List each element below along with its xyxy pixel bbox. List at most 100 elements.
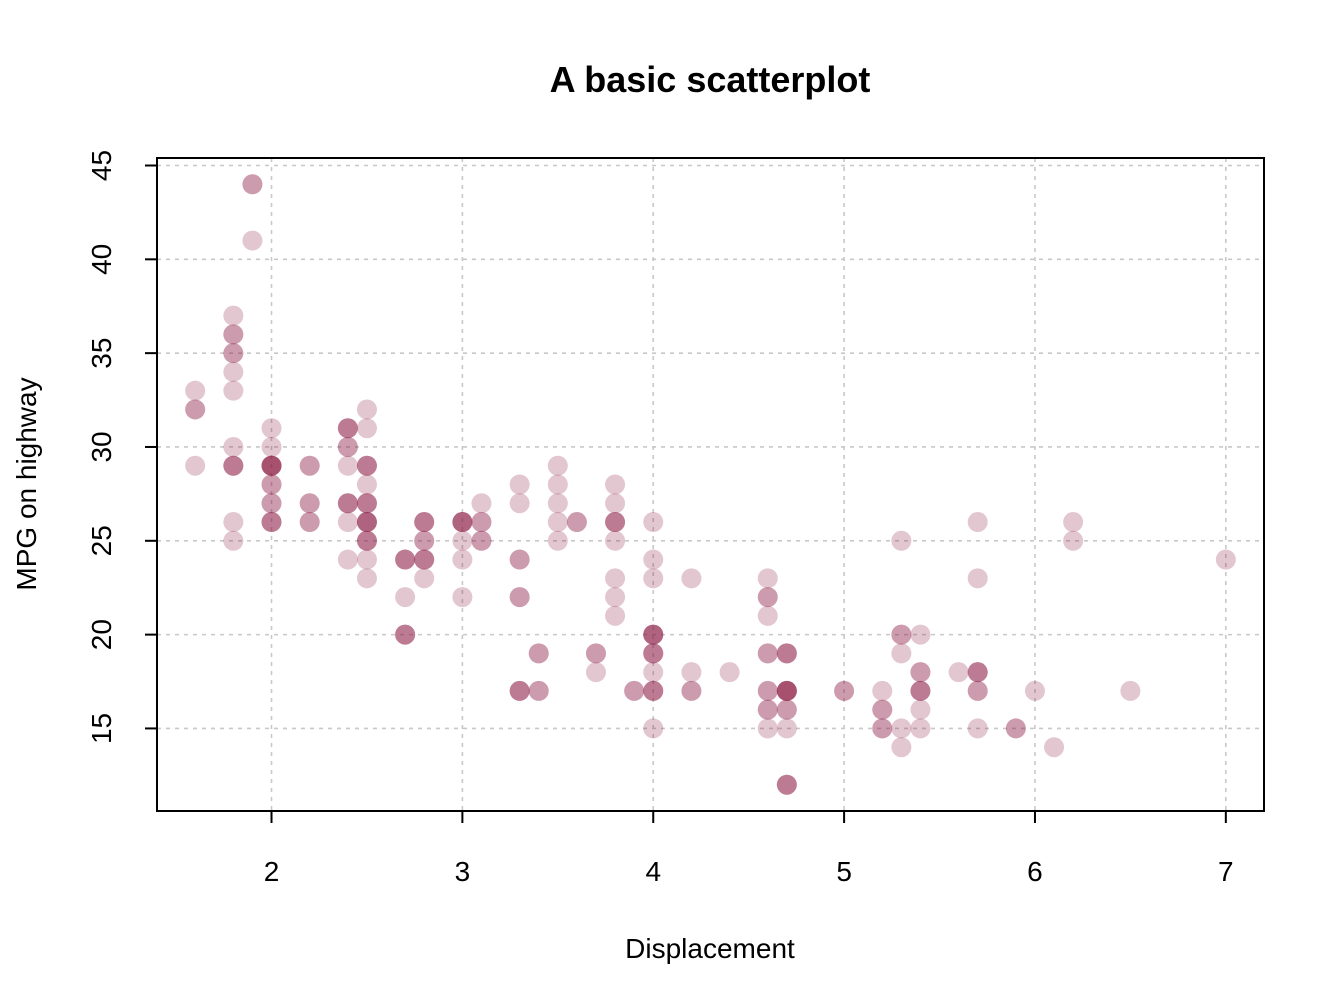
data-point	[395, 624, 416, 645]
data-point	[223, 361, 244, 382]
data-point	[452, 530, 473, 551]
data-point	[223, 324, 244, 345]
data-point	[414, 549, 435, 570]
data-point	[299, 493, 320, 514]
data-point	[509, 680, 530, 701]
data-point	[395, 624, 416, 645]
data-point	[414, 530, 435, 551]
data-point	[776, 699, 797, 720]
data-point	[414, 512, 435, 533]
data-point	[452, 512, 473, 533]
data-point	[967, 680, 988, 701]
data-point	[337, 493, 358, 514]
y-tick-label: 20	[86, 619, 117, 650]
data-point	[261, 512, 282, 533]
data-point	[356, 512, 377, 533]
y-tick-label: 30	[86, 431, 117, 462]
data-point	[414, 549, 435, 570]
x-tick-label: 5	[836, 856, 852, 887]
data-point	[185, 399, 206, 420]
data-point	[910, 680, 931, 701]
data-point	[528, 643, 549, 664]
data-point	[223, 512, 244, 533]
data-point	[681, 680, 702, 701]
y-tick-label: 15	[86, 713, 117, 744]
data-point	[261, 493, 282, 514]
data-point	[356, 455, 377, 476]
data-point	[261, 455, 282, 476]
data-point	[967, 512, 988, 533]
data-point	[776, 680, 797, 701]
x-axis-label: Displacement	[625, 933, 795, 964]
data-point	[605, 587, 626, 608]
data-point	[566, 512, 587, 533]
data-point	[547, 455, 568, 476]
data-point	[356, 493, 377, 514]
data-point	[261, 455, 282, 476]
data-point	[528, 680, 549, 701]
data-point	[299, 512, 320, 533]
data-point	[356, 512, 377, 533]
data-point	[414, 512, 435, 533]
data-point	[509, 680, 530, 701]
data-point	[643, 624, 664, 645]
data-point	[452, 587, 473, 608]
data-point	[471, 512, 492, 533]
y-tick-label: 45	[86, 150, 117, 181]
data-point	[872, 680, 893, 701]
data-point	[414, 568, 435, 589]
data-point	[967, 680, 988, 701]
data-point	[261, 455, 282, 476]
data-point	[547, 474, 568, 495]
data-point	[261, 512, 282, 533]
data-point	[395, 587, 416, 608]
data-point	[223, 436, 244, 457]
data-point	[395, 549, 416, 570]
data-point	[910, 624, 931, 645]
data-point	[643, 512, 664, 533]
data-point	[395, 624, 416, 645]
data-point	[337, 549, 358, 570]
data-point	[242, 174, 263, 195]
data-point	[585, 643, 606, 664]
plot-frame	[156, 157, 1265, 812]
data-point	[395, 549, 416, 570]
data-point	[261, 474, 282, 495]
data-point	[356, 530, 377, 551]
data-point	[585, 662, 606, 683]
data-point	[776, 643, 797, 664]
chart-title: A basic scatterplot	[550, 59, 871, 100]
data-point	[757, 587, 778, 608]
data-point	[872, 718, 893, 739]
data-point	[299, 512, 320, 533]
data-point	[757, 643, 778, 664]
data-point	[643, 549, 664, 570]
data-point	[414, 530, 435, 551]
data-point	[1063, 512, 1084, 533]
data-point	[910, 662, 931, 683]
data-point	[452, 549, 473, 570]
data-point	[223, 455, 244, 476]
data-point	[509, 680, 530, 701]
data-point	[356, 568, 377, 589]
y-axis-label: MPG on highway	[11, 377, 42, 590]
data-point	[605, 512, 626, 533]
data-point	[643, 662, 664, 683]
data-point	[776, 680, 797, 701]
data-point	[776, 643, 797, 664]
data-point	[643, 643, 664, 664]
data-point	[681, 568, 702, 589]
data-point	[185, 455, 206, 476]
data-point	[643, 718, 664, 739]
data-point	[1024, 680, 1045, 701]
data-point	[547, 512, 568, 533]
data-point	[643, 643, 664, 664]
data-point	[471, 493, 492, 514]
data-point	[528, 680, 549, 701]
data-point	[757, 699, 778, 720]
data-point	[757, 718, 778, 739]
data-point	[643, 643, 664, 664]
data-point	[223, 455, 244, 476]
data-point	[547, 493, 568, 514]
